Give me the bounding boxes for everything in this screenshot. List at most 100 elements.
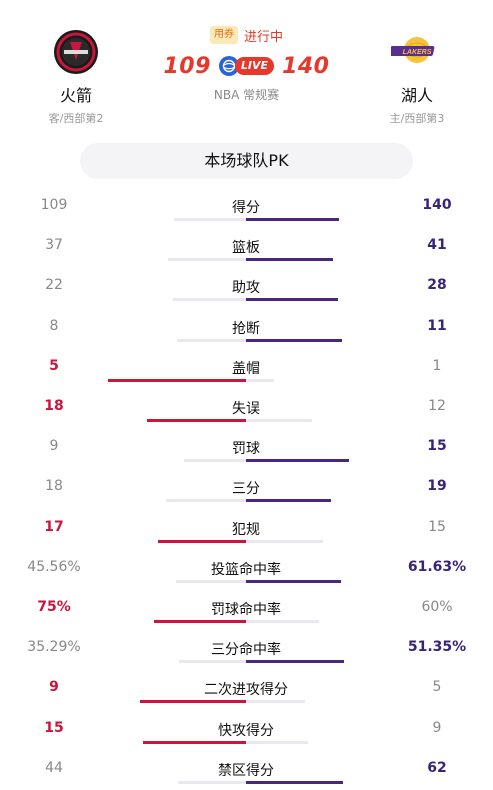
stat-home-value: 5	[432, 679, 442, 696]
stat-home-value: 140	[422, 197, 452, 213]
stat-away-value: 45.56%	[27, 558, 81, 575]
stat-row: 9 罚球 15	[0, 428, 493, 468]
stat-away-bar	[178, 780, 246, 784]
stat-away-bar	[143, 740, 246, 744]
stat-home-bar	[246, 700, 305, 704]
stat-home-value: 12	[428, 398, 446, 414]
stat-away-bar	[168, 258, 246, 262]
stat-away-value: 9	[49, 438, 59, 455]
stat-home-value: 62	[427, 759, 447, 776]
stat-away-bar	[184, 459, 246, 463]
coupon-badge[interactable]: 用券	[209, 26, 238, 44]
stat-label: 犯规	[232, 521, 260, 538]
score-center: 用券 进行中 109 LIVE 140 NBA 常规赛	[140, 24, 353, 103]
stat-home-bar	[246, 620, 319, 623]
stat-away-bar	[173, 298, 246, 302]
stat-row: 18 三分 19	[0, 468, 493, 508]
stat-away-bar	[158, 539, 246, 543]
stat-home-value: 61.63%	[407, 558, 467, 575]
stat-home-bar	[246, 459, 349, 463]
stat-away-value: 8	[49, 317, 59, 334]
stat-label: 篮板	[232, 240, 260, 257]
stat-home-value: 60%	[421, 599, 453, 615]
away-team-name: 火箭	[59, 86, 92, 105]
home-team-standing: 主/西部第3	[389, 112, 445, 125]
stat-label: 三分命中率	[211, 642, 281, 659]
stat-row: 17 犯规 15	[0, 509, 493, 549]
away-score: 109	[163, 53, 211, 79]
stat-label: 盖帽	[232, 360, 260, 377]
stat-home-bar	[246, 298, 338, 302]
stat-home-value: 19	[427, 478, 447, 495]
home-score: 140	[282, 53, 330, 79]
game-header: 火箭 客/西部第2 用券 进行中 109 LIVE 140 NBA 常规赛	[0, 0, 493, 140]
stat-home-value: 9	[432, 719, 442, 736]
stat-row: 45.56% 投篮命中率 61.63%	[0, 549, 493, 589]
home-team[interactable]: LAKERS 湖人 主/西部第3	[357, 26, 477, 126]
stat-label: 罚球	[232, 441, 260, 458]
stat-away-value: 18	[45, 478, 63, 495]
stat-away-bar	[174, 218, 246, 221]
stat-row: 8 抢断 11	[0, 308, 493, 348]
live-label: LIVE	[234, 57, 275, 75]
stat-home-bar	[246, 258, 333, 262]
stat-away-value: 22	[45, 277, 63, 294]
stat-label: 三分	[232, 481, 260, 498]
stat-row: 5 盖帽 1	[0, 348, 493, 388]
stat-label: 抢断	[232, 320, 260, 337]
stat-home-bar	[246, 218, 339, 221]
stat-label: 快攻得分	[218, 722, 274, 739]
stat-row: 109 得分 140	[0, 187, 493, 227]
stat-row: 18 失误 12	[0, 388, 493, 428]
stat-away-bar	[179, 660, 246, 664]
stat-label: 罚球命中率	[211, 602, 281, 618]
stat-row: 35.29% 三分命中率 51.35%	[0, 629, 493, 669]
stat-label: 投篮命中率	[211, 561, 281, 578]
stat-away-value: 37	[45, 237, 63, 254]
stat-row: 37 篮板 41	[0, 227, 493, 267]
stat-away-value: 17	[44, 518, 64, 535]
stat-home-value: 1	[432, 357, 442, 374]
stat-away-value: 109	[40, 197, 68, 213]
stat-away-bar	[108, 378, 246, 382]
stat-home-value: 41	[427, 237, 447, 254]
stat-home-bar	[246, 378, 274, 382]
game-status: 进行中	[243, 29, 283, 45]
live-stream-icon	[218, 56, 239, 76]
stat-row: 15 快攻得分 9	[0, 710, 493, 750]
stat-away-bar	[177, 338, 246, 342]
stat-home-value: 15	[428, 518, 446, 535]
stat-row: 44 禁区得分 62	[0, 750, 493, 790]
svg-text:LAKERS: LAKERS	[403, 49, 432, 56]
stat-home-value: 51.35%	[407, 639, 467, 656]
stat-label: 得分	[232, 200, 260, 216]
stat-label: 助攻	[232, 280, 260, 297]
away-team-standing: 客/西部第2	[48, 112, 104, 125]
stat-home-bar	[246, 780, 343, 784]
stat-away-bar	[147, 419, 246, 422]
stat-row: 9 二次进攻得分 5	[0, 669, 493, 709]
away-team[interactable]: 火箭 客/西部第2	[16, 26, 136, 126]
stat-away-value: 18	[44, 398, 64, 414]
stat-home-bar	[246, 539, 323, 543]
stat-home-value: 11	[427, 317, 447, 334]
team-pk-tab[interactable]: 本场球队PK	[80, 143, 413, 179]
stat-row: 22 助攻 28	[0, 267, 493, 307]
stat-away-value: 75%	[37, 599, 71, 615]
stat-away-value: 15	[44, 719, 64, 736]
stat-away-bar	[166, 499, 246, 503]
stat-home-value: 28	[427, 277, 447, 294]
stat-label: 失误	[232, 401, 260, 417]
stat-home-bar	[246, 660, 344, 664]
league-name: NBA 常规赛	[213, 88, 280, 102]
stat-home-bar	[246, 419, 312, 422]
stat-home-bar	[246, 499, 331, 503]
stat-home-value: 15	[427, 438, 447, 455]
stat-home-bar	[246, 740, 308, 744]
stat-away-value: 5	[49, 357, 59, 374]
stat-away-bar	[176, 579, 246, 583]
live-badge[interactable]: LIVE	[218, 56, 275, 76]
stat-home-bar	[246, 579, 341, 583]
stat-away-bar	[140, 700, 246, 704]
stat-home-bar	[246, 338, 342, 342]
